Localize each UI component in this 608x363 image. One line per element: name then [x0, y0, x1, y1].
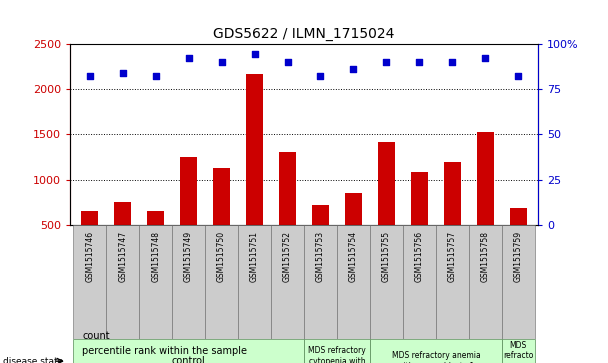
- Text: control: control: [171, 356, 206, 363]
- Text: GSM1515746: GSM1515746: [85, 231, 94, 282]
- Bar: [304, 225, 337, 339]
- Bar: [114, 203, 131, 225]
- Bar: [313, 205, 329, 225]
- Bar: [444, 162, 461, 225]
- Point: [316, 73, 325, 79]
- Bar: [205, 225, 238, 339]
- Title: GDS5622 / ILMN_1715024: GDS5622 / ILMN_1715024: [213, 27, 395, 41]
- Text: MDS refractory anemia
with excess blasts-1: MDS refractory anemia with excess blasts…: [392, 351, 480, 363]
- Bar: [271, 225, 304, 339]
- Text: GSM1515753: GSM1515753: [316, 231, 325, 282]
- Point: [447, 59, 457, 65]
- Point: [85, 73, 95, 79]
- Text: GSM1515749: GSM1515749: [184, 231, 193, 282]
- Bar: [370, 225, 403, 339]
- Text: MDS
refracto
ry ane
mia with: MDS refracto ry ane mia with: [502, 341, 535, 363]
- Text: GSM1515748: GSM1515748: [151, 231, 160, 282]
- Bar: [411, 172, 427, 225]
- Point: [415, 59, 424, 65]
- Text: MDS refractory
cytopenia with
multilineage dysplasia: MDS refractory cytopenia with multilinea…: [294, 346, 381, 363]
- Bar: [378, 142, 395, 225]
- Bar: [469, 225, 502, 339]
- Point: [480, 55, 490, 61]
- Bar: [81, 211, 98, 225]
- Text: count: count: [82, 331, 109, 341]
- Bar: [502, 225, 535, 339]
- Bar: [238, 225, 271, 339]
- Text: disease state: disease state: [3, 357, 63, 363]
- Text: GSM1515759: GSM1515759: [514, 231, 523, 282]
- Point: [250, 52, 260, 57]
- Bar: [181, 157, 197, 225]
- Text: percentile rank within the sample: percentile rank within the sample: [82, 346, 247, 356]
- Bar: [304, 339, 370, 363]
- Bar: [345, 193, 362, 225]
- Bar: [213, 168, 230, 225]
- Bar: [246, 74, 263, 225]
- Bar: [477, 132, 494, 225]
- Point: [118, 70, 128, 76]
- Text: GSM1515747: GSM1515747: [118, 231, 127, 282]
- Bar: [370, 339, 502, 363]
- Bar: [436, 225, 469, 339]
- Bar: [139, 225, 172, 339]
- Point: [151, 73, 161, 79]
- Bar: [502, 339, 535, 363]
- Text: GSM1515754: GSM1515754: [349, 231, 358, 282]
- Text: GSM1515755: GSM1515755: [382, 231, 391, 282]
- Text: GSM1515758: GSM1515758: [481, 231, 490, 282]
- Point: [283, 59, 292, 65]
- Bar: [403, 225, 436, 339]
- Bar: [147, 211, 164, 225]
- Point: [348, 66, 358, 72]
- Bar: [172, 225, 205, 339]
- Text: GSM1515756: GSM1515756: [415, 231, 424, 282]
- Text: GSM1515751: GSM1515751: [250, 231, 259, 282]
- Text: GSM1515757: GSM1515757: [448, 231, 457, 282]
- Text: GSM1515750: GSM1515750: [217, 231, 226, 282]
- Point: [513, 73, 523, 79]
- Bar: [510, 208, 527, 225]
- Bar: [73, 339, 304, 363]
- Point: [216, 59, 226, 65]
- Bar: [279, 152, 295, 225]
- Bar: [106, 225, 139, 339]
- Text: GSM1515752: GSM1515752: [283, 231, 292, 282]
- Bar: [337, 225, 370, 339]
- Point: [184, 55, 193, 61]
- Bar: [73, 225, 106, 339]
- Point: [382, 59, 392, 65]
